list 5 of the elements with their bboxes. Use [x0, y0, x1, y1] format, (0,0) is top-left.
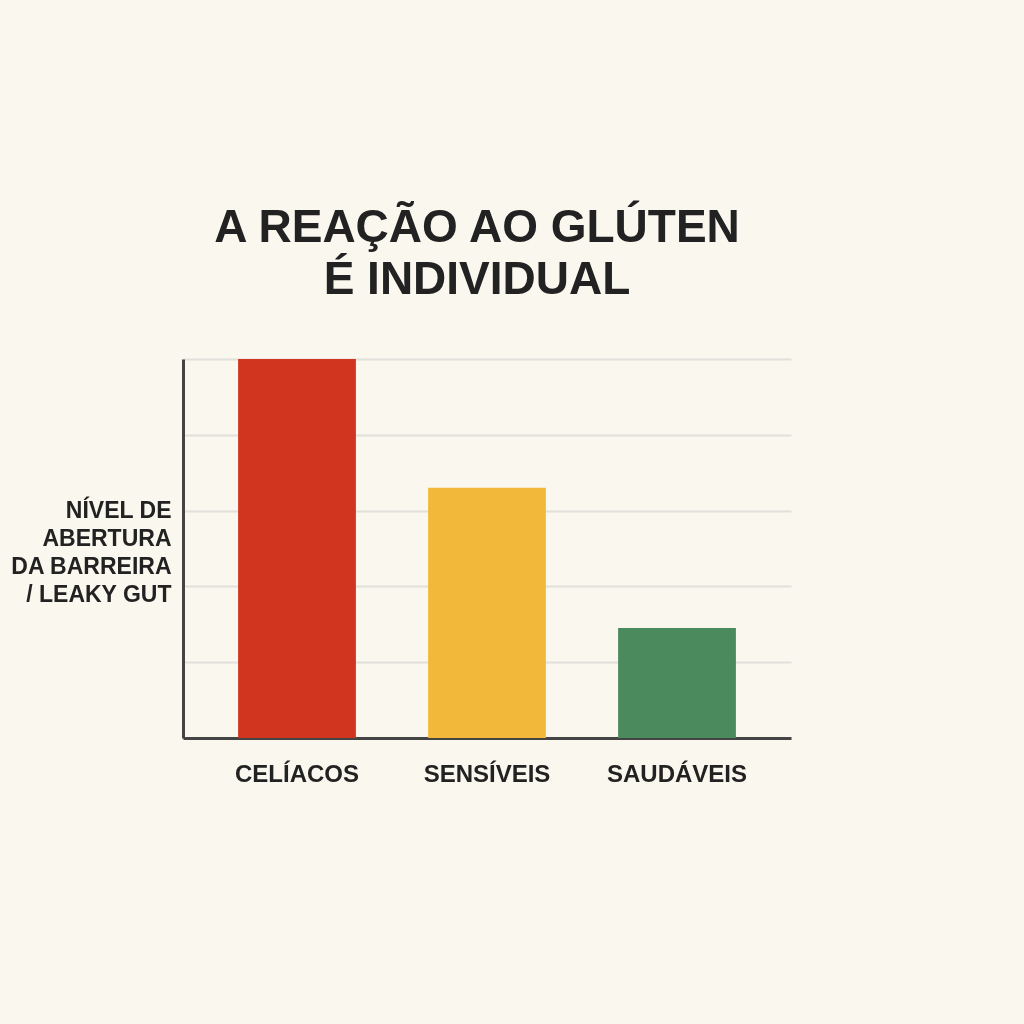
y-axis-title: NÍVEL DE ABERTURA DA BARREIRA / LEAKY GUT	[11, 495, 172, 607]
x-tick-label: CELÍACOS	[234, 759, 360, 787]
x-tick-label: SAUDÁVEIS	[606, 759, 748, 787]
x-tick-label: SENSÍVEIS	[423, 759, 551, 787]
chart-title: A REAÇÃO AO GLÚTEN É INDIVIDUAL	[214, 200, 740, 304]
